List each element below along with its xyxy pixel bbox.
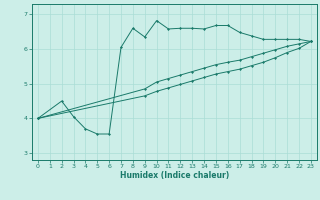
X-axis label: Humidex (Indice chaleur): Humidex (Indice chaleur) <box>120 171 229 180</box>
